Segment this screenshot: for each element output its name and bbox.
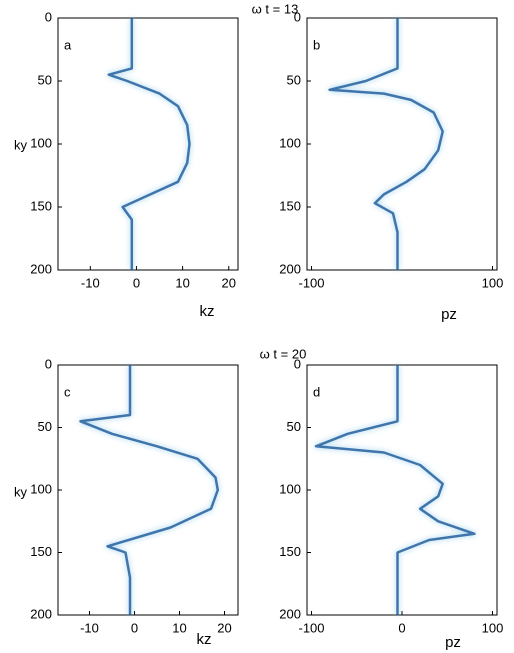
x-tick-label: -10 <box>81 275 100 290</box>
x-axis-label: kz <box>200 303 215 320</box>
ridge-line <box>107 18 191 270</box>
y-tick-label: 200 <box>30 606 52 621</box>
plot-frame <box>57 17 239 271</box>
x-tick-label: -100 <box>299 275 325 290</box>
y-tick-label: 50 <box>287 72 301 87</box>
y-axis-label: ky <box>14 484 28 499</box>
x-tick-label: -10 <box>80 620 99 635</box>
y-tick-label: 0 <box>45 356 52 371</box>
x-tick-label: 0 <box>398 620 405 635</box>
y-tick-label: 100 <box>30 481 52 496</box>
plot-frame <box>57 364 239 616</box>
panel-label: d <box>313 384 320 399</box>
x-tick-label: 0 <box>133 275 140 290</box>
y-tick-label: 200 <box>279 606 301 621</box>
y-tick-label: 50 <box>38 72 52 87</box>
plot-frame <box>306 364 498 616</box>
y-tick-label: 200 <box>279 261 301 276</box>
x-tick-label: 10 <box>175 275 189 290</box>
x-tick-label: 100 <box>482 275 504 290</box>
y-tick-label: 50 <box>287 419 301 434</box>
y-tick-label: 150 <box>279 198 301 213</box>
x-tick-label: 10 <box>172 620 186 635</box>
panel-label: a <box>64 37 72 52</box>
y-tick-label: 50 <box>38 419 52 434</box>
x-tick-label: 20 <box>217 620 231 635</box>
panel-label: b <box>313 37 320 52</box>
panel-title: ω t = 20 <box>260 346 307 361</box>
ridge-line <box>314 365 476 615</box>
x-axis-label: pz <box>441 306 457 323</box>
x-tick-label: -100 <box>299 620 325 635</box>
x-axis-label: kz <box>197 631 212 648</box>
x-tick-label: 100 <box>482 620 504 635</box>
y-tick-label: 200 <box>30 261 52 276</box>
panel-label: c <box>64 384 71 399</box>
x-axis-label: pz <box>445 634 461 651</box>
y-tick-label: 0 <box>45 9 52 24</box>
x-tick-label: 0 <box>131 620 138 635</box>
x-tick-label: 20 <box>222 275 236 290</box>
y-tick-label: 150 <box>30 544 52 559</box>
y-tick-label: 100 <box>30 135 52 150</box>
ridge-line <box>328 18 444 270</box>
y-tick-label: 0 <box>294 356 301 371</box>
y-tick-label: 150 <box>30 198 52 213</box>
y-tick-label: 100 <box>279 135 301 150</box>
y-tick-label: 150 <box>279 544 301 559</box>
y-tick-label: 100 <box>279 481 301 496</box>
ridge-line <box>79 365 220 615</box>
y-tick-label: 0 <box>294 9 301 24</box>
plot-frame <box>306 17 498 271</box>
panel-title: ω t = 13 <box>252 1 299 16</box>
y-axis-label: ky <box>14 137 28 152</box>
